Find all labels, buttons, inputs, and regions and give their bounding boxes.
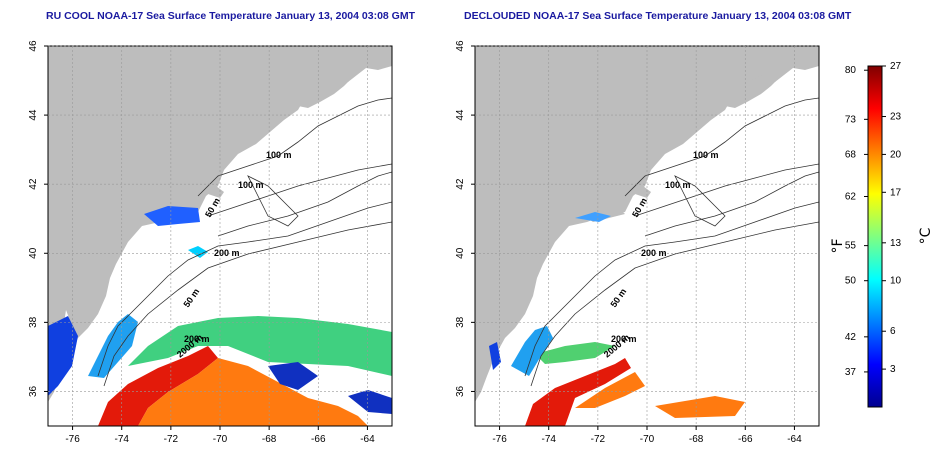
right-x-tick-label: -76 (492, 434, 507, 445)
celsius-unit-label: °C (918, 227, 934, 244)
right-y-tick-label: 42 (455, 178, 466, 190)
left-map-title: RU COOL NOAA-17 Sea Surface Temperature … (46, 10, 416, 22)
left-x-tick-label: -72 (164, 434, 179, 445)
left-map-panel: -76 -74 -72 -70 -68 -66 -64 36 38 40 42 44 46 100 m… (28, 40, 393, 445)
temperature-colorbar: 80 73 68 62 55 50 42 37 27 23 20 17 13 10 6 3 °F °C (830, 61, 934, 408)
left-x-tick-label: -68 (262, 434, 277, 445)
colorbar-f-tick-label: 68 (845, 149, 857, 160)
left-warm-gulf-stream (98, 346, 218, 426)
right-bathymetry-contours (524, 97, 819, 387)
left-bathymetry-contours (97, 97, 392, 387)
left-blue-speckle-2 (348, 390, 392, 414)
right-x-tick-label: -66 (738, 434, 753, 445)
colorbar-c-tick-label: 10 (890, 276, 902, 287)
contour-label: 200 m (611, 334, 637, 344)
contour-label: 200 m (641, 248, 667, 258)
right-x-axis: -76 -74 -72 -70 -68 -66 -64 (492, 426, 802, 445)
right-x-tick-label: -72 (591, 434, 606, 445)
right-y-axis: 36 38 40 42 44 46 (455, 40, 475, 397)
right-land-mass (475, 46, 819, 402)
left-x-tick-label: -66 (311, 434, 326, 445)
colorbar-c-tick-label: 20 (890, 149, 902, 160)
contour-label: 100 m (665, 180, 691, 190)
right-orange-tongue (575, 372, 645, 408)
right-orange-blobs (655, 396, 745, 418)
left-gridlines (48, 45, 392, 426)
right-y-tick-label: 46 (455, 40, 466, 52)
left-y-tick-label: 44 (28, 109, 39, 121)
right-x-tick-label: -64 (787, 434, 802, 445)
colorbar-c-tick-label: 27 (890, 61, 902, 72)
colorbar-fahrenheit-ticks: 80 73 68 62 55 50 42 37 (845, 65, 868, 378)
colorbar-f-tick-label: 42 (845, 332, 857, 343)
left-y-tick-label: 40 (28, 247, 39, 259)
fahrenheit-unit-label: °F (830, 238, 846, 253)
left-x-tick-label: -76 (65, 434, 80, 445)
left-x-tick-label: -74 (114, 434, 129, 445)
right-x-tick-label: -68 (689, 434, 704, 445)
right-y-tick-label: 38 (455, 316, 466, 328)
right-warm-gulf-stream (525, 358, 631, 426)
left-y-tick-label: 42 (28, 178, 39, 190)
left-x-axis: -76 -74 -72 -70 -68 -66 -64 (65, 426, 375, 445)
colorbar-f-tick-label: 37 (845, 367, 857, 378)
contour-label: 100 m (266, 150, 292, 160)
left-nova-scotia (298, 72, 352, 108)
right-nova-scotia (725, 72, 779, 108)
right-blue-coast (489, 342, 501, 370)
colorbar-strip (867, 65, 883, 408)
colorbar-c-tick-label: 23 (890, 112, 902, 123)
right-green-patch (535, 342, 615, 364)
left-y-tick-label: 36 (28, 385, 39, 397)
right-x-tick-label: -74 (541, 434, 556, 445)
contour-label: 100 m (693, 150, 719, 160)
colorbar-f-tick-label: 55 (845, 241, 857, 252)
left-cyan-shelf (88, 314, 138, 378)
right-y-tick-label: 44 (455, 109, 466, 121)
colorbar-celsius-ticks: 27 23 20 17 13 10 6 3 (882, 61, 902, 375)
contour-label: 200 m (214, 248, 240, 258)
left-blue-speckle (268, 362, 318, 390)
left-green-field (128, 316, 392, 376)
colorbar-c-tick-label: 13 (890, 238, 902, 249)
left-y-axis: 36 38 40 42 44 46 (28, 40, 48, 397)
left-blue-coast (48, 316, 78, 396)
left-y-tick-label: 38 (28, 316, 39, 328)
left-y-tick-label: 46 (28, 40, 39, 52)
contour-label: 100 m (238, 180, 264, 190)
contour-label: 200 m (184, 334, 210, 344)
colorbar-c-tick-label: 6 (890, 326, 896, 337)
left-orange-band (138, 358, 368, 426)
right-map-title: DECLOUDED NOAA-17 Sea Surface Temperatur… (464, 10, 852, 22)
left-cyan-patch (188, 246, 208, 258)
right-blue-ny (575, 212, 611, 222)
right-y-tick-label: 36 (455, 385, 466, 397)
right-x-tick-label: -70 (640, 434, 655, 445)
right-map-panel: -76 -74 -72 -70 -68 -66 -64 36 38 40 42 44 46 100 m… (455, 40, 820, 445)
right-y-tick-label: 40 (455, 247, 466, 259)
colorbar-c-tick-label: 17 (890, 187, 902, 198)
colorbar-f-tick-label: 50 (845, 276, 857, 287)
left-blue-patch-ny (144, 206, 200, 226)
colorbar-f-tick-label: 73 (845, 114, 857, 125)
left-land-mass (48, 46, 392, 402)
left-sst-pixels (48, 206, 392, 426)
left-x-tick-label: -64 (360, 434, 375, 445)
right-sst-pixels (489, 212, 745, 426)
colorbar-f-tick-label: 80 (845, 65, 857, 76)
right-gridlines (475, 45, 819, 426)
colorbar-f-tick-label: 62 (845, 192, 857, 203)
left-x-tick-label: -70 (213, 434, 228, 445)
right-cyan-patch (511, 326, 553, 376)
colorbar-c-tick-label: 3 (890, 364, 896, 375)
